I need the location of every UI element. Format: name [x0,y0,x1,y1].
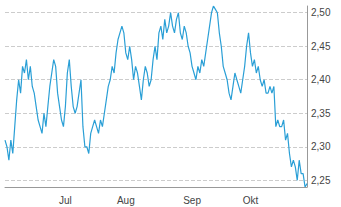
svg-text:2,40: 2,40 [311,74,331,85]
svg-text:Aug: Aug [117,195,135,206]
svg-text:Okt: Okt [243,195,259,206]
svg-text:2,50: 2,50 [311,7,331,18]
svg-text:2,30: 2,30 [311,141,331,152]
svg-text:2,25: 2,25 [311,175,331,186]
svg-text:2,35: 2,35 [311,108,331,119]
svg-text:Jul: Jul [59,195,72,206]
svg-text:2,45: 2,45 [311,41,331,52]
svg-text:Sep: Sep [183,195,201,206]
